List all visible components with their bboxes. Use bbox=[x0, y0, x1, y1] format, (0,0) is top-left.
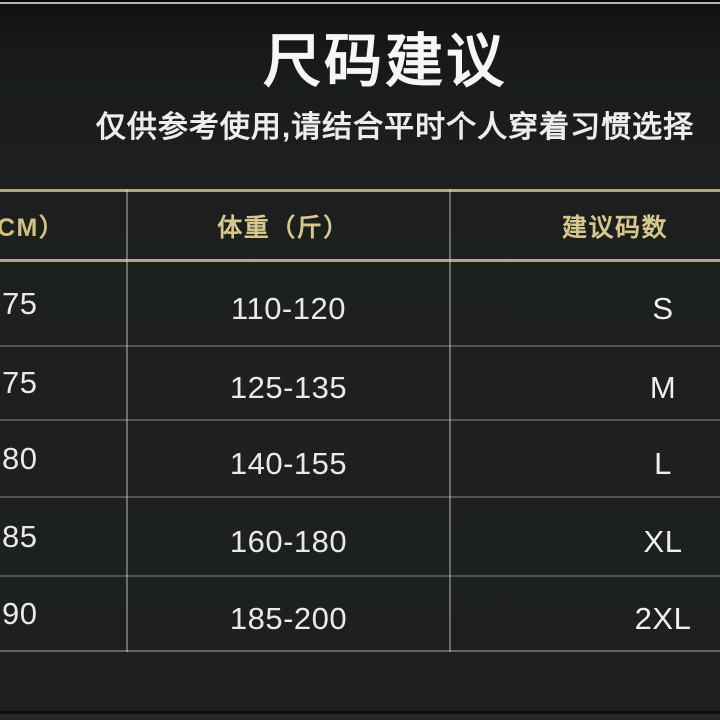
column-header-weight-jin: 体重（斤） bbox=[217, 213, 350, 242]
table-row: 75 125-135 M bbox=[0, 347, 720, 421]
table-row: 85 160-180 XL bbox=[0, 498, 720, 577]
size-cell: S bbox=[652, 290, 674, 326]
column-header-height-cm: CM） bbox=[0, 213, 66, 242]
height-cell: 90 bbox=[2, 595, 38, 631]
height-cell: 75 bbox=[2, 365, 38, 400]
weight-cell: 160-180 bbox=[229, 523, 348, 559]
bottom-edge-dark-line bbox=[0, 711, 720, 714]
weight-cell: 140-155 bbox=[229, 445, 348, 481]
page-title: 尺码建议 bbox=[262, 29, 507, 94]
table-row: 90 185-200 2XL bbox=[0, 577, 720, 652]
size-cell: M bbox=[649, 370, 677, 405]
weight-cell: 110-120 bbox=[231, 290, 346, 326]
table-header-row: CM） 体重（斤） 建议码数 bbox=[0, 189, 720, 262]
height-cell: 85 bbox=[2, 518, 38, 554]
table-row: 80 140-155 L bbox=[0, 421, 720, 498]
size-cell: 2XL bbox=[634, 600, 692, 636]
page-subtitle: 仅供参考使用,请结合平时个人穿着习惯选择 bbox=[95, 111, 695, 144]
height-cell: 80 bbox=[2, 440, 38, 476]
weight-cell: 185-200 bbox=[229, 600, 348, 636]
table-vertical-divider bbox=[126, 189, 128, 652]
top-edge-light-line bbox=[0, 2, 720, 4]
weight-cell: 125-135 bbox=[229, 370, 348, 405]
size-cell: XL bbox=[643, 523, 683, 559]
size-table: CM） 体重（斤） 建议码数 75 110-120 S 75 125-135 M… bbox=[0, 189, 720, 652]
table-vertical-divider bbox=[449, 189, 451, 652]
column-header-recommended-size: 建议码数 bbox=[561, 213, 668, 242]
height-cell: 75 bbox=[2, 285, 38, 321]
top-edge-black-strip bbox=[0, 0, 720, 2]
size-cell: L bbox=[654, 445, 672, 481]
bottom-edge-band bbox=[0, 714, 720, 720]
table-row: 75 110-120 S bbox=[0, 262, 720, 347]
